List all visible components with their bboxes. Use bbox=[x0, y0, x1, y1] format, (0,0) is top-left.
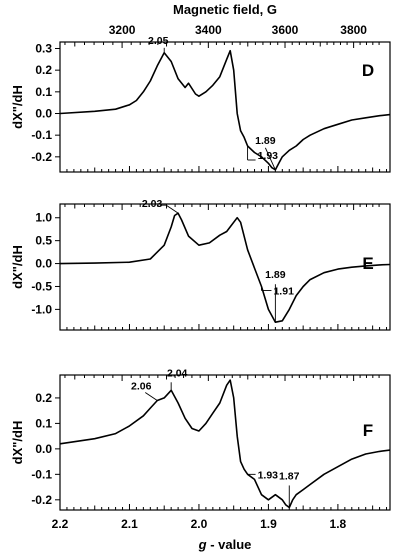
panel-d: 0.3 0.2 0.1 0.0 -0.1 -0.2 dX"/dH D 2.05 1.93 1.89 bbox=[10, 35, 391, 173]
bottom-axis-title: g - value bbox=[198, 537, 252, 552]
bottom-tick-label: 2.1 bbox=[121, 517, 138, 531]
bottom-tick-label: 1.9 bbox=[260, 517, 277, 531]
g-value-annotation: 1.93 bbox=[247, 146, 279, 162]
spectrum-trace bbox=[59, 379, 391, 509]
annotation-leader bbox=[165, 204, 179, 214]
g-value-annotation: 2.05 bbox=[148, 35, 169, 53]
plot-frame bbox=[59, 41, 391, 173]
annotation-label: 2.03 bbox=[142, 198, 163, 210]
bottom-axis-title-g: g bbox=[198, 537, 207, 552]
y-tick-label: -0.1 bbox=[31, 467, 52, 481]
y-axis-title: dX"/dH bbox=[10, 245, 25, 289]
spectrum-trace bbox=[59, 212, 391, 324]
annotation-label: 1.93 bbox=[258, 469, 279, 481]
g-value-annotation: 1.87 bbox=[279, 470, 300, 508]
top-tick-label: 3200 bbox=[109, 23, 136, 37]
top-axis-ticks: 3200 3400 3600 3800 bbox=[109, 23, 368, 37]
y-tick-label: 0.0 bbox=[35, 257, 52, 271]
y-tick-label: 0.3 bbox=[35, 42, 52, 56]
y-tick-label: -0.1 bbox=[31, 128, 52, 142]
bottom-tick-label: 2.0 bbox=[191, 517, 208, 531]
g-value-annotation: 2.04 bbox=[167, 367, 188, 391]
g-value-annotation: 1.89 bbox=[255, 135, 276, 171]
g-value-annotation: 1.93 bbox=[247, 469, 279, 481]
spectrum-trace bbox=[59, 49, 391, 171]
annotation-label: 2.04 bbox=[167, 367, 188, 379]
annotation-label: 1.93 bbox=[258, 150, 279, 162]
y-tick-label: -0.5 bbox=[31, 279, 52, 293]
annotation-label: 1.89 bbox=[265, 269, 286, 281]
y-axis-title: dX"/dH bbox=[10, 85, 25, 129]
panel-letter: E bbox=[362, 254, 373, 273]
y-axis-title: dX"/dH bbox=[10, 421, 25, 465]
y-tick-label: 0.1 bbox=[35, 416, 52, 430]
g-value-annotation: 2.06 bbox=[131, 380, 158, 401]
y-tick-label: -0.2 bbox=[31, 493, 52, 507]
annotation-label: 2.05 bbox=[148, 35, 169, 47]
y-tick-label: 0.0 bbox=[35, 442, 52, 456]
annotation-label: 2.06 bbox=[131, 380, 152, 392]
annotation-leader bbox=[264, 147, 276, 171]
y-tick-label: 0.0 bbox=[35, 107, 52, 121]
top-tick-label: 3400 bbox=[195, 23, 222, 37]
y-tick-label: 0.5 bbox=[35, 234, 52, 248]
g-value-annotation: 1.89 bbox=[265, 269, 286, 323]
plot-frame bbox=[59, 203, 391, 331]
panel-letter: F bbox=[363, 421, 373, 440]
plot-frame bbox=[59, 374, 391, 511]
top-axis-title: Magnetic field, G bbox=[173, 2, 277, 17]
g-value-annotation: 1.91 bbox=[261, 285, 294, 297]
g-value-annotation: 2.03 bbox=[142, 198, 179, 214]
panel-f: 0.2 0.1 0.0 -0.1 -0.2 dX"/dH F 2.06 2.04 1.93 1.87 bbox=[10, 367, 391, 511]
panels: 0.30.20.10.0-0.1-0.2dX"/dHD2.051.931.891… bbox=[10, 35, 391, 511]
bottom-axis-title-rest: - value bbox=[207, 537, 252, 552]
top-tick-label: 3800 bbox=[340, 23, 367, 37]
annotation-label: 1.87 bbox=[279, 470, 300, 482]
bottom-tick-label: 2.2 bbox=[52, 517, 69, 531]
y-tick-label: 0.2 bbox=[35, 63, 52, 77]
y-tick-label: 1.0 bbox=[35, 211, 52, 225]
bottom-axis-ticks: 2.2 2.1 2.0 1.9 1.8 bbox=[52, 517, 347, 531]
annotation-label: 1.91 bbox=[273, 285, 294, 297]
y-tick-label: 0.1 bbox=[35, 85, 52, 99]
bottom-tick-label: 1.8 bbox=[330, 517, 347, 531]
annotation-leader bbox=[145, 392, 158, 401]
y-tick-label: 0.2 bbox=[35, 391, 52, 405]
y-tick-label: -0.2 bbox=[31, 150, 52, 164]
panel-letter: D bbox=[362, 61, 374, 80]
top-tick-label: 3600 bbox=[272, 23, 299, 37]
panel-e: 1.0 0.5 0.0 -0.5 -1.0 dX"/dH E 2.03 1.91 1.89 bbox=[10, 198, 391, 331]
annotation-label: 1.89 bbox=[255, 135, 276, 147]
y-tick-label: -1.0 bbox=[31, 302, 52, 316]
